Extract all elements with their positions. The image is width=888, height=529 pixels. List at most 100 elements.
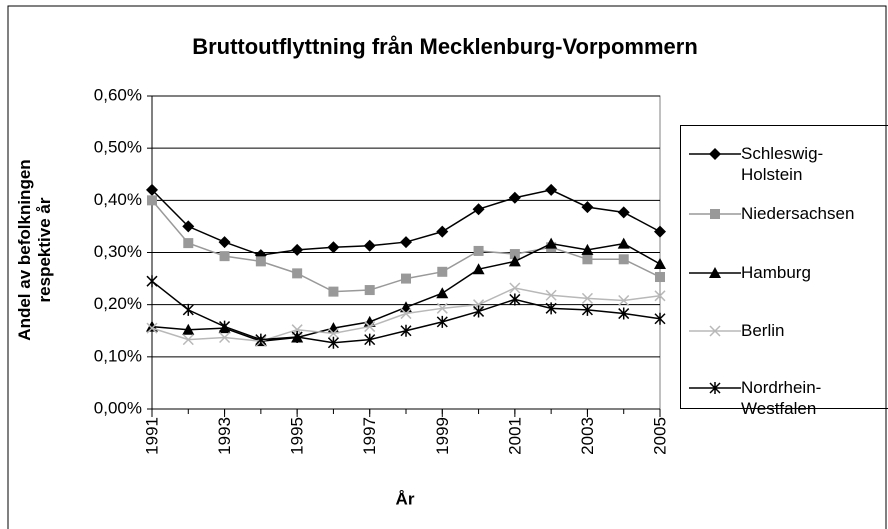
marker [581,243,594,255]
marker [400,308,412,320]
marker [436,225,449,238]
marker [182,220,195,233]
marker [617,237,630,249]
marker [709,382,721,394]
marker [472,203,485,216]
marker [291,331,303,344]
marker [327,336,339,349]
marker [436,287,449,299]
y-tick-label: 0,60% [94,85,142,104]
marker [545,183,558,196]
marker [327,241,340,254]
y-tick-label: 0,30% [94,242,142,261]
marker [472,263,485,275]
chart-title: Bruttoutflyttning från Mecklenburg-Vorpo… [192,34,698,59]
marker [146,322,158,334]
marker [437,266,448,277]
x-tick-label: 1999 [433,417,452,455]
legend-label: Nordrhein-Westfalen [741,378,822,418]
marker [509,249,520,260]
y-tick-label: 0,20% [94,294,142,313]
marker [710,209,720,219]
marker [255,333,267,346]
y-tick-label: 0,00% [94,398,142,417]
marker [582,254,593,265]
x-tick-label: 2005 [651,417,670,455]
marker [291,243,304,256]
x-tick-label: 1993 [215,417,234,455]
marker [654,225,666,238]
marker [581,303,593,316]
marker [400,301,412,313]
marker [146,275,158,288]
marker [473,305,485,318]
marker [182,323,195,335]
legend: Schleswig-Holstein Niedersachsen Hamburg Be… [680,125,888,418]
x-tick-label: 2001 [505,417,524,455]
y-tick-label: 0,10% [94,346,142,365]
marker [328,286,339,297]
marker [709,325,721,337]
marker [581,292,593,304]
marker [436,302,448,314]
marker [654,257,666,269]
marker [182,334,194,346]
marker [654,290,666,302]
marker [219,332,231,344]
marker [709,148,721,160]
marker [655,272,665,283]
y-axis-label: Andel av befolkningen respektive år [15,159,54,341]
marker [327,327,339,339]
legend-label: Schleswig-Holstein [741,144,824,184]
marker [219,320,231,333]
marker [545,302,557,315]
marker [581,201,594,214]
marker [218,236,231,249]
marker [508,191,521,204]
marker [509,282,521,294]
legend-symbol [689,325,741,337]
legend-label: Berlin [741,321,785,340]
legend-label: Hamburg [741,263,811,282]
marker [436,315,448,328]
marker [709,267,721,278]
marker [618,307,630,320]
marker [292,268,303,279]
marker [401,273,411,284]
legend-label: Niedersachsen [741,204,855,223]
marker [364,321,376,333]
marker [219,251,230,262]
marker [147,195,157,206]
legend-symbol [689,382,741,394]
chart-border [7,5,887,529]
legend-symbol [689,148,741,160]
marker [183,238,194,249]
marker [509,293,521,306]
y-tick-label: 0,50% [94,138,142,157]
marker [364,285,375,296]
marker [255,256,266,267]
marker [400,324,412,337]
marker [364,333,376,346]
marker [400,236,412,249]
legend-symbol [689,209,741,219]
y-tick-label: 0,40% [94,190,142,209]
marker [363,239,376,252]
marker [146,183,158,196]
x-tick-label: 1997 [360,417,379,455]
marker [617,206,630,219]
x-axis-label: År [396,489,415,508]
marker [618,254,629,265]
x-tick-label: 1995 [288,417,307,455]
marker [545,289,557,301]
marker [508,255,521,267]
marker [182,303,194,316]
x-tick-label: 1991 [143,417,162,455]
marker [654,312,666,325]
marker [545,237,558,249]
legend-symbol [689,267,741,278]
marker [473,245,484,256]
x-tick-label: 2003 [578,417,597,455]
